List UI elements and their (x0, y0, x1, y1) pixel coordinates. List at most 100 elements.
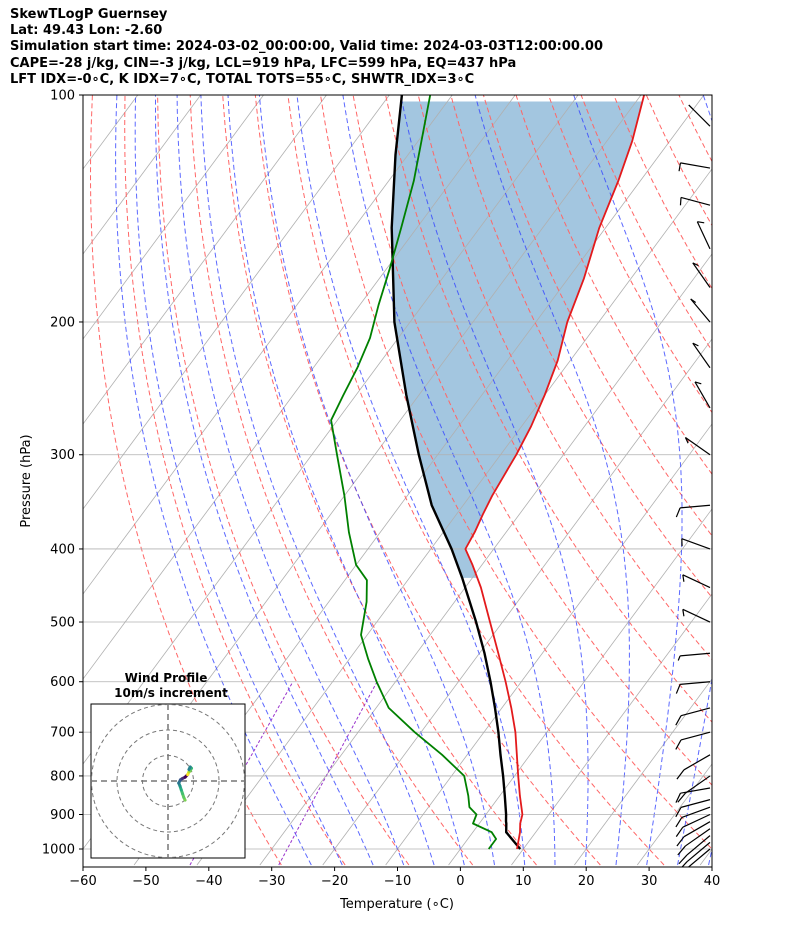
moist-adiabat (400, 95, 589, 866)
moist-adiabat (115, 95, 312, 866)
moist-adiabat (176, 95, 405, 866)
x-tick-label: −50 (132, 874, 159, 889)
wind-barb-layer (675, 104, 711, 867)
y-tick-label: 200 (50, 315, 75, 330)
axes-layer: −60 −50 −40 −30 −20 −10 0 10 20 30 40 100 200 300 400 5… (42, 89, 720, 890)
dry-adiabat (222, 95, 537, 866)
wind-barb (678, 162, 711, 172)
wind-barb (682, 574, 711, 589)
x-tick-label: 30 (641, 874, 658, 889)
moist-adiabat-layer (115, 95, 712, 866)
moist-adiabat (296, 95, 526, 866)
dry-adiabat (645, 95, 712, 227)
hodograph-subtitle: 10m/s increment (114, 686, 228, 700)
wind-barb (694, 381, 711, 409)
x-axis-label: Temperature (∘C) (339, 897, 454, 912)
y-tick-label: 700 (50, 726, 75, 741)
moist-adiabat (134, 95, 343, 866)
wind-barb (684, 437, 711, 456)
isotherm-line (83, 95, 201, 255)
dry-adiabat (385, 95, 712, 723)
isotherm-line (574, 678, 712, 866)
cape-fill-layer (391, 101, 643, 578)
y-tick-label: 400 (50, 542, 75, 557)
dry-adiabat (678, 95, 712, 163)
dewpoint-profile-line (330, 95, 497, 850)
dry-adiabat (124, 95, 346, 866)
wind-barb (677, 652, 711, 661)
hodograph-title: Wind Profile (125, 671, 208, 685)
moist-adiabat (573, 95, 683, 866)
x-tick-label: 0 (456, 874, 464, 889)
wind-barb (677, 775, 711, 803)
dry-adiabat (710, 95, 712, 98)
moist-adiabat (474, 95, 630, 866)
profile-series-layer (330, 95, 645, 850)
isotherm-line (699, 848, 712, 866)
x-tick-label: −30 (258, 874, 285, 889)
wind-barb (682, 608, 711, 623)
y-tick-label: 600 (50, 675, 75, 690)
wind-barb (675, 799, 711, 818)
x-tick-label: −40 (195, 874, 222, 889)
y-axis-label: Pressure (hPa) (19, 434, 34, 527)
isotherm-line (511, 593, 712, 866)
wind-barb (675, 504, 711, 518)
dry-adiabat (580, 95, 712, 352)
wind-barb (692, 262, 711, 288)
dry-adiabat (777, 95, 794, 865)
wind-barb (675, 806, 711, 828)
isotherm-line (83, 95, 327, 425)
wind-barb (676, 821, 711, 847)
mixing-ratio-line (278, 681, 378, 866)
moist-adiabat (155, 95, 374, 866)
hodograph-segment (187, 765, 192, 772)
dry-adiabat (287, 95, 665, 866)
dry-adiabat (482, 95, 712, 537)
index-line: LFT IDX=-0∘C, K IDX=7∘C, TOTAL TOTS=55∘C… (10, 71, 475, 87)
isotherm-line (83, 95, 516, 680)
moist-adiabat (708, 846, 712, 866)
y-tick-label: 100 (50, 89, 75, 104)
moist-adiabat (677, 95, 712, 866)
x-tick-label: 10 (515, 874, 532, 889)
isotherm-line (83, 95, 453, 595)
wind-barb (675, 813, 711, 837)
isotherm-line (636, 763, 712, 866)
dry-adiabat (515, 95, 712, 475)
cape-shading (391, 101, 643, 578)
isotherm-line (322, 338, 712, 866)
x-tick-label: −20 (321, 874, 348, 889)
wind-barb (675, 707, 711, 726)
isotherm-line (83, 95, 264, 340)
hodograph-inset: Wind Profile 10m/s increment (90, 671, 246, 859)
wind-barb (675, 731, 711, 750)
wind-barb (676, 754, 711, 780)
x-tick-label: 40 (704, 874, 721, 889)
isotherm-line (196, 168, 712, 866)
dry-adiabat (189, 95, 474, 866)
wind-barb (692, 342, 711, 369)
dry-adiabat (744, 95, 794, 865)
isotherm-line (83, 95, 390, 510)
moist-adiabat (200, 95, 435, 866)
y-tick-label: 900 (50, 808, 75, 823)
moist-adiabat (258, 95, 495, 866)
y-tick-label: 800 (50, 769, 75, 784)
dry-adiabat-layer (89, 95, 794, 866)
x-tick-label: 20 (578, 874, 595, 889)
wind-barb (679, 196, 711, 206)
chart-header: SkewTLogP Guernsey Lat: 49.43 Lon: -2.60… (10, 7, 603, 88)
wind-barb (690, 298, 711, 323)
wind-barb (687, 848, 711, 867)
wind-barb (675, 681, 711, 694)
temperature-profile-line (464, 95, 645, 850)
isotherm-line (259, 253, 712, 866)
wind-barb (696, 221, 711, 250)
dry-adiabat (548, 95, 712, 414)
moist-adiabat (227, 95, 465, 866)
time-line: Simulation start time: 2024-03-02_00:00:… (10, 39, 603, 55)
chart-title: SkewTLogP Guernsey (10, 7, 168, 22)
wind-barb (677, 828, 711, 856)
